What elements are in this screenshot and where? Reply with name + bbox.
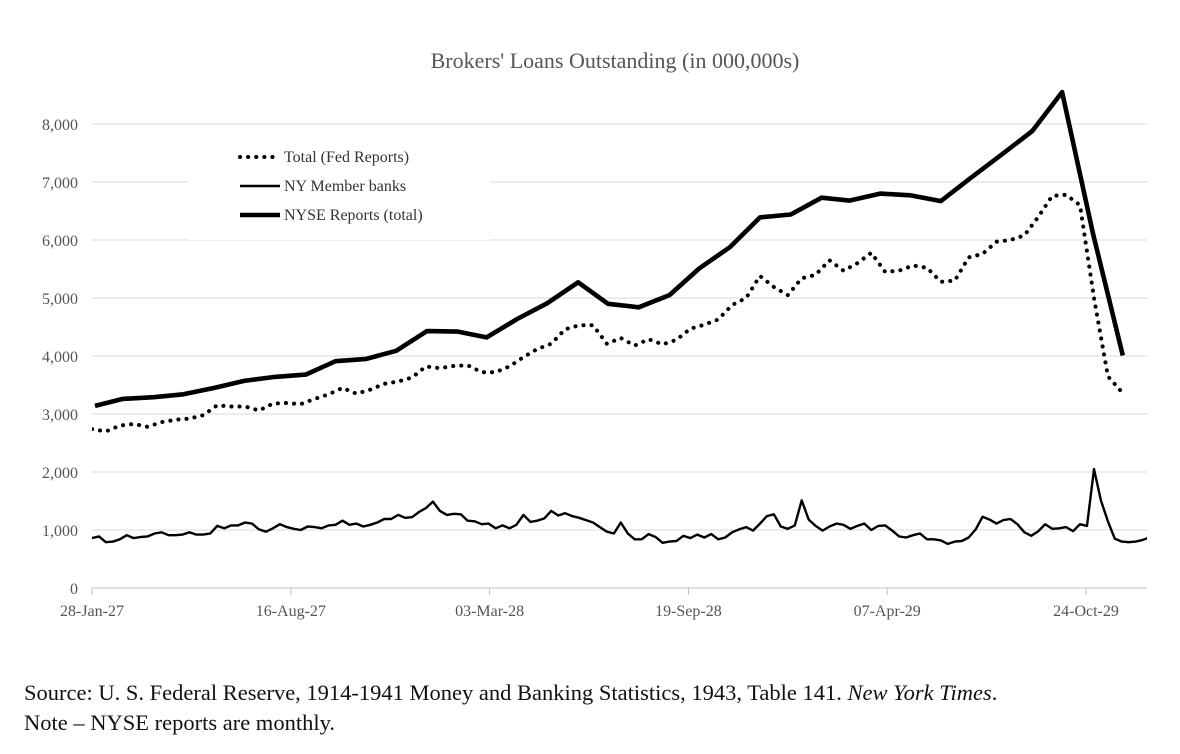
y-tick-label: 4,000 (42, 349, 78, 366)
y-tick-label: 5,000 (42, 291, 78, 308)
y-tick-label: 2,000 (42, 465, 78, 482)
y-tick-label: 7,000 (42, 175, 78, 192)
x-tick-label: 28-Jan-27 (60, 603, 124, 620)
legend-label: NYSE Reports (total) (284, 207, 423, 224)
y-axis-tick-labels: 0 1,000 2,000 3,000 4,000 5,000 6,000 7,000 8,00… (42, 117, 78, 598)
x-tick-label: 19-Sep-28 (655, 603, 722, 620)
legend-label: NY Member banks (284, 178, 406, 195)
source-italic: New York Times (847, 680, 992, 705)
series-lines (92, 89, 1147, 546)
x-tick-label: 24-Oct-29 (1053, 603, 1119, 620)
series-line-total-fed-reports (92, 192, 1124, 434)
x-tick-label: 03-Mar-28 (455, 603, 524, 620)
series-line-ny-member-banks (92, 467, 1147, 546)
y-tick-label: 6,000 (42, 233, 78, 250)
source-end: . (991, 680, 998, 705)
y-tick-label: 8,000 (42, 117, 78, 134)
series-line-nyse-reports-total (94, 89, 1126, 409)
x-tick-label: 16-Aug-27 (256, 603, 326, 620)
x-axis-tick-labels: 28-Jan-27 16-Aug-27 03-Mar-28 19-Sep-28 07-A… (60, 588, 1119, 620)
y-tick-label: 3,000 (42, 407, 78, 424)
y-tick-label: 1,000 (42, 523, 78, 540)
y-tick-label: 0 (70, 581, 78, 598)
legend: Total (Fed Reports) NY Member banks NYSE R… (188, 140, 490, 240)
source-line: Source: U. S. Federal Reserve, 1914-1941… (24, 678, 1164, 708)
chart-title: Brokers' Loans Outstanding (in 000,000s) (431, 48, 800, 73)
note-line: Note – NYSE reports are monthly. (24, 710, 335, 735)
x-tick-label: 07-Apr-29 (854, 603, 921, 620)
source-text: Source: U. S. Federal Reserve, 1914-1941… (24, 680, 842, 705)
chart: Brokers' Loans Outstanding (in 000,000s)… (42, 48, 1147, 620)
source-note: Source: U. S. Federal Reserve, 1914-1941… (24, 678, 1164, 738)
legend-label: Total (Fed Reports) (284, 149, 409, 166)
